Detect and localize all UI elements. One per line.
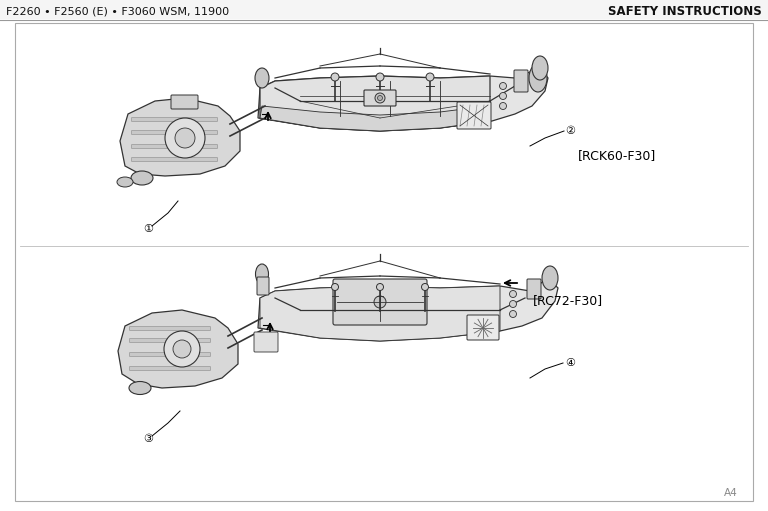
Polygon shape [258,278,558,341]
FancyBboxPatch shape [514,70,528,92]
Circle shape [376,73,384,81]
FancyBboxPatch shape [527,279,541,299]
Text: SAFETY INSTRUCTIONS: SAFETY INSTRUCTIONS [608,5,762,17]
Circle shape [378,96,382,101]
Circle shape [164,331,200,367]
Polygon shape [260,106,490,131]
Polygon shape [120,98,240,176]
Polygon shape [260,76,490,131]
Ellipse shape [117,177,133,187]
FancyBboxPatch shape [130,338,210,342]
FancyBboxPatch shape [171,95,198,109]
Text: F2260 • F2560 (E) • F3060 WSM, 11900: F2260 • F2560 (E) • F3060 WSM, 11900 [6,6,229,16]
FancyBboxPatch shape [333,279,427,325]
FancyBboxPatch shape [130,327,210,331]
FancyBboxPatch shape [254,332,278,352]
Bar [0,0,768,19]
FancyBboxPatch shape [131,130,217,134]
Circle shape [499,103,507,109]
Circle shape [422,284,429,290]
FancyBboxPatch shape [257,277,269,295]
Ellipse shape [129,382,151,394]
Ellipse shape [529,64,547,92]
Ellipse shape [542,266,558,290]
FancyBboxPatch shape [130,353,210,357]
FancyBboxPatch shape [457,102,491,129]
Circle shape [509,290,517,297]
Polygon shape [258,68,548,131]
FancyBboxPatch shape [364,90,396,106]
Polygon shape [260,286,500,341]
Text: ①: ① [143,224,153,234]
Circle shape [499,82,507,89]
FancyBboxPatch shape [130,366,210,370]
Ellipse shape [131,171,153,185]
FancyBboxPatch shape [131,118,217,122]
Circle shape [331,73,339,81]
Circle shape [509,311,517,317]
Ellipse shape [532,56,548,80]
Circle shape [375,93,385,103]
Circle shape [376,284,383,290]
Text: A4: A4 [724,488,738,498]
Circle shape [173,340,191,358]
Circle shape [426,73,434,81]
Circle shape [332,284,339,290]
Circle shape [165,118,205,158]
Circle shape [499,92,507,100]
FancyBboxPatch shape [131,157,217,161]
FancyBboxPatch shape [467,315,499,340]
Text: [RC72-F30]: [RC72-F30] [533,294,603,308]
Ellipse shape [255,68,269,88]
Text: [RCK60-F30]: [RCK60-F30] [578,150,656,162]
Text: ④: ④ [565,358,575,368]
Text: ②: ② [565,126,575,136]
Text: ③: ③ [143,434,153,444]
Circle shape [175,128,195,148]
Polygon shape [118,310,238,388]
Ellipse shape [256,264,269,284]
FancyBboxPatch shape [131,145,217,149]
Circle shape [374,296,386,308]
Circle shape [509,300,517,308]
